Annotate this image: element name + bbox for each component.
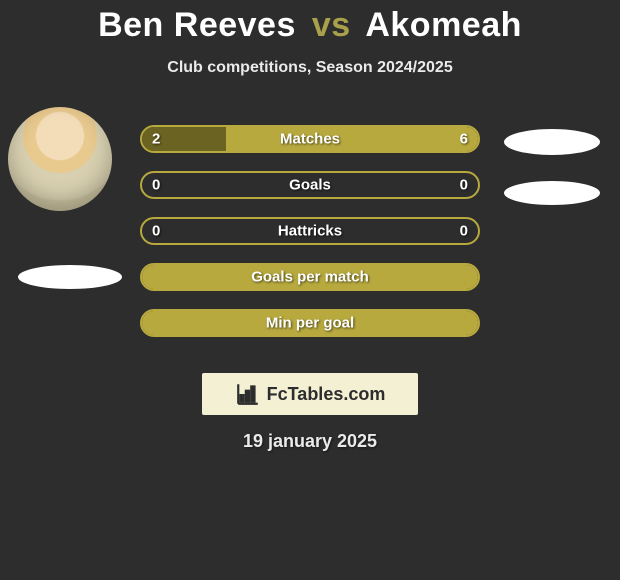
metric-right-value: 6 <box>460 131 468 148</box>
metric-label: Goals <box>289 177 331 194</box>
player1-name: Ben Reeves <box>98 6 296 44</box>
bar-fill-right <box>226 127 478 151</box>
metric-right-value: 0 <box>460 177 468 194</box>
metric-right-value: 0 <box>460 223 468 240</box>
subtitle: Club competitions, Season 2024/2025 <box>0 59 620 77</box>
page-title: Ben Reeves vs Akomeah <box>0 0 620 45</box>
metric-bar: 2 Matches 6 <box>140 125 480 153</box>
metric-label: Matches <box>280 131 340 148</box>
metric-left-value: 2 <box>152 131 160 148</box>
date-text: 19 january 2025 <box>0 431 620 452</box>
comparison-arena: 2 Matches 6 0 Goals 0 0 Hattricks 0 Goals per mat… <box>0 107 620 357</box>
metric-label: Min per goal <box>266 315 354 332</box>
player1-avatar <box>8 107 112 211</box>
metric-label: Goals per match <box>251 269 369 286</box>
chart-icon <box>235 381 261 407</box>
metric-bar: 0 Goals 0 <box>140 171 480 199</box>
player1-badge-ellipse <box>18 265 122 289</box>
watermark: FcTables.com <box>202 373 418 415</box>
vs-text: vs <box>312 6 351 44</box>
metric-bars: 2 Matches 6 0 Goals 0 0 Hattricks 0 Goals per mat… <box>140 125 480 337</box>
player2-badge-ellipse-2 <box>504 181 600 205</box>
player2-name: Akomeah <box>365 6 522 44</box>
watermark-text: FcTables.com <box>267 384 386 405</box>
metric-bar: Goals per match <box>140 263 480 291</box>
metric-left-value: 0 <box>152 223 160 240</box>
metric-bar: Min per goal <box>140 309 480 337</box>
player2-badge-ellipse-1 <box>504 129 600 155</box>
metric-bar: 0 Hattricks 0 <box>140 217 480 245</box>
metric-label: Hattricks <box>278 223 342 240</box>
metric-left-value: 0 <box>152 177 160 194</box>
